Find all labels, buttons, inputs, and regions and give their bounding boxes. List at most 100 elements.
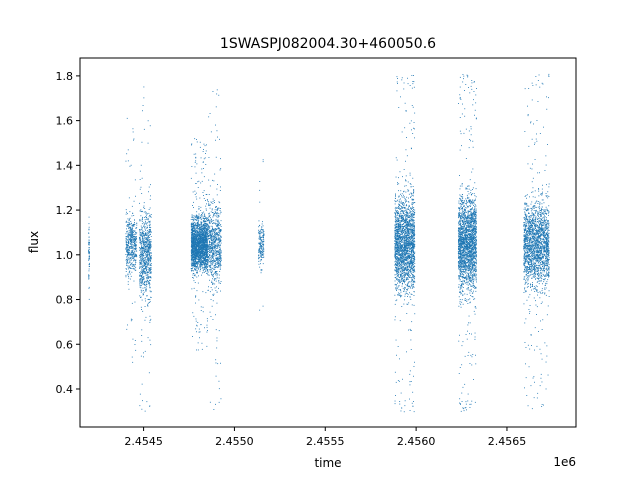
data-point bbox=[212, 258, 214, 259]
data-point bbox=[262, 221, 263, 223]
data-point bbox=[198, 245, 200, 246]
data-point bbox=[196, 215, 198, 217]
data-point bbox=[200, 210, 202, 211]
data-point bbox=[150, 256, 152, 258]
data-point bbox=[207, 229, 208, 231]
data-point bbox=[149, 270, 151, 271]
data-point bbox=[206, 318, 208, 320]
data-point bbox=[400, 233, 402, 235]
data-point bbox=[219, 264, 220, 266]
data-point bbox=[139, 231, 141, 233]
data-point bbox=[149, 276, 151, 278]
data-point bbox=[216, 263, 218, 265]
data-point bbox=[198, 247, 200, 249]
data-point bbox=[191, 257, 192, 259]
data-point bbox=[128, 235, 130, 237]
data-point bbox=[146, 251, 148, 253]
data-point bbox=[144, 251, 146, 253]
data-point bbox=[143, 128, 145, 130]
data-point bbox=[146, 242, 147, 244]
data-point bbox=[195, 248, 197, 250]
data-point bbox=[197, 242, 199, 243]
data-point bbox=[139, 281, 141, 283]
data-point bbox=[216, 267, 218, 268]
data-point bbox=[131, 259, 133, 261]
data-point bbox=[196, 239, 198, 241]
data-point bbox=[410, 183, 412, 185]
data-point bbox=[141, 268, 142, 270]
data-point bbox=[192, 264, 193, 266]
data-point bbox=[148, 270, 150, 272]
data-point bbox=[129, 257, 131, 259]
data-point bbox=[261, 246, 263, 248]
data-point bbox=[195, 266, 197, 268]
data-point bbox=[218, 235, 220, 236]
data-point bbox=[407, 250, 409, 252]
data-point bbox=[194, 269, 196, 271]
data-point bbox=[147, 278, 149, 279]
data-point bbox=[147, 246, 149, 248]
data-point bbox=[220, 239, 222, 241]
data-point bbox=[140, 263, 142, 265]
data-point bbox=[260, 255, 262, 257]
data-point bbox=[196, 263, 197, 264]
data-point bbox=[191, 224, 193, 226]
data-point bbox=[147, 299, 149, 300]
data-point bbox=[145, 253, 147, 255]
data-point bbox=[206, 345, 208, 347]
data-point bbox=[220, 208, 221, 209]
data-point bbox=[205, 150, 207, 152]
data-point bbox=[144, 208, 146, 209]
data-point bbox=[143, 223, 145, 225]
data-point bbox=[144, 410, 146, 412]
data-point bbox=[132, 225, 134, 227]
data-point bbox=[200, 258, 202, 260]
data-point bbox=[143, 272, 145, 273]
data-point bbox=[141, 270, 143, 271]
data-point bbox=[218, 245, 220, 247]
data-point bbox=[215, 255, 217, 257]
data-point bbox=[207, 200, 208, 202]
data-point bbox=[150, 228, 151, 230]
data-point bbox=[207, 263, 209, 265]
data-point bbox=[196, 234, 198, 236]
data-point bbox=[146, 295, 148, 297]
data-point bbox=[201, 235, 203, 237]
data-point bbox=[139, 247, 141, 249]
data-point bbox=[214, 228, 216, 229]
data-point bbox=[206, 199, 208, 200]
data-point bbox=[198, 220, 200, 221]
data-point bbox=[199, 250, 201, 252]
data-point bbox=[148, 230, 150, 232]
data-point bbox=[194, 243, 196, 245]
data-point bbox=[214, 236, 216, 238]
data-point bbox=[213, 247, 215, 249]
data-point bbox=[141, 257, 143, 258]
data-point bbox=[410, 228, 411, 230]
data-point bbox=[216, 277, 218, 279]
data-point bbox=[192, 223, 194, 225]
data-point bbox=[211, 255, 213, 257]
data-point bbox=[215, 218, 217, 220]
data-point bbox=[202, 252, 203, 254]
data-point bbox=[150, 230, 152, 232]
data-point bbox=[197, 221, 199, 223]
data-point bbox=[203, 253, 205, 255]
data-point bbox=[210, 236, 211, 238]
data-point bbox=[140, 262, 141, 264]
data-point bbox=[205, 250, 206, 252]
data-point bbox=[128, 288, 130, 290]
data-point bbox=[208, 257, 210, 259]
data-point bbox=[216, 223, 218, 225]
data-point bbox=[146, 238, 148, 240]
data-point bbox=[200, 239, 201, 241]
data-point bbox=[196, 216, 198, 218]
data-point bbox=[140, 262, 142, 264]
data-point bbox=[197, 225, 199, 227]
data-point bbox=[196, 232, 198, 234]
data-point bbox=[206, 246, 207, 248]
data-point bbox=[135, 261, 137, 263]
data-point bbox=[218, 260, 220, 261]
data-point bbox=[88, 258, 90, 260]
data-point bbox=[261, 248, 263, 250]
